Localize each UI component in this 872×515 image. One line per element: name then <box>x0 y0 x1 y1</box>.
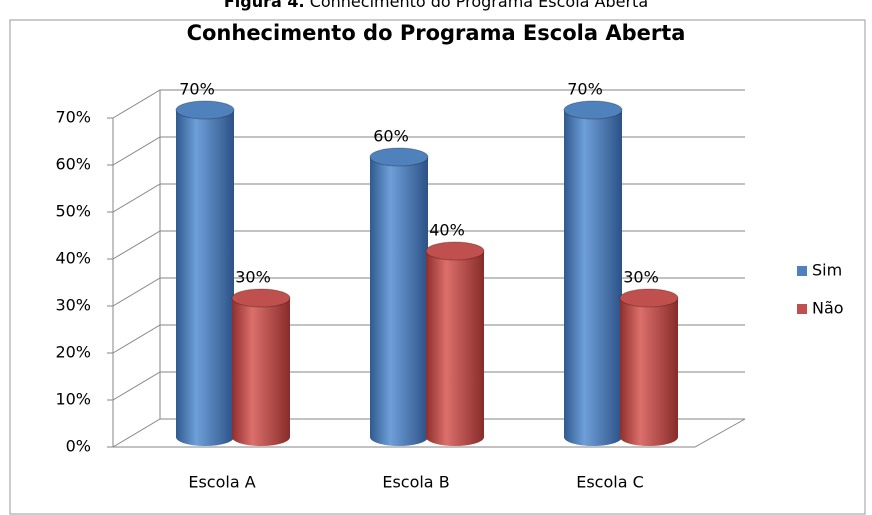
legend-label: Sim <box>812 261 842 280</box>
bar-top <box>563 100 623 120</box>
y-tick-label: 70% <box>55 108 91 127</box>
bar <box>425 241 485 446</box>
chart-title: Conhecimento do Programa Escola Aberta <box>187 21 686 45</box>
bar-top <box>619 288 679 308</box>
y-tick-label: 30% <box>55 296 91 315</box>
data-label: 70% <box>567 80 603 99</box>
grid-line <box>112 89 745 119</box>
floor-edge <box>113 418 746 448</box>
bar <box>563 100 623 446</box>
y-tick-label: 10% <box>55 390 91 409</box>
bar-body <box>564 110 622 437</box>
data-label: 40% <box>429 221 465 240</box>
data-label: 30% <box>623 268 659 287</box>
caption: Figura 4. Conhecimento do Programa Escol… <box>224 0 648 11</box>
grid-line <box>112 136 745 166</box>
x-tick-label: Escola A <box>188 473 255 492</box>
y-tick-label: 50% <box>55 202 91 221</box>
frame <box>9 19 866 515</box>
bar-top <box>369 147 429 167</box>
bar-body <box>232 298 290 437</box>
bar-body <box>426 251 484 437</box>
bar-top <box>425 241 485 261</box>
grid-line <box>112 324 745 354</box>
bar <box>369 147 429 446</box>
data-label: 60% <box>373 127 409 146</box>
legend-swatch <box>797 304 807 314</box>
data-label: 30% <box>235 268 271 287</box>
bar-body <box>370 157 428 437</box>
y-tick-label: 40% <box>55 249 91 268</box>
y-tick-label: 0% <box>66 437 91 456</box>
bar <box>619 288 679 446</box>
x-tick-label: Escola B <box>382 473 449 492</box>
data-label: 70% <box>179 80 215 99</box>
bar-body <box>620 298 678 437</box>
grid-line <box>112 183 745 213</box>
bar <box>175 100 235 446</box>
grid-line <box>112 371 745 401</box>
bar <box>231 288 291 446</box>
bar-body <box>176 110 234 437</box>
legend-swatch <box>797 266 807 276</box>
bar-top <box>175 100 235 120</box>
caption-label: Figura 4. <box>224 0 305 11</box>
legend-label: Não <box>812 299 844 318</box>
y-tick-label: 20% <box>55 343 91 362</box>
bar-top <box>231 288 291 308</box>
grid-line <box>112 418 745 448</box>
x-tick-label: Escola C <box>576 473 644 492</box>
y-tick-label: 60% <box>55 155 91 174</box>
caption-text: Conhecimento do Programa Escola Aberta <box>310 0 648 11</box>
grid-line <box>112 277 745 307</box>
grid-line <box>112 230 745 260</box>
